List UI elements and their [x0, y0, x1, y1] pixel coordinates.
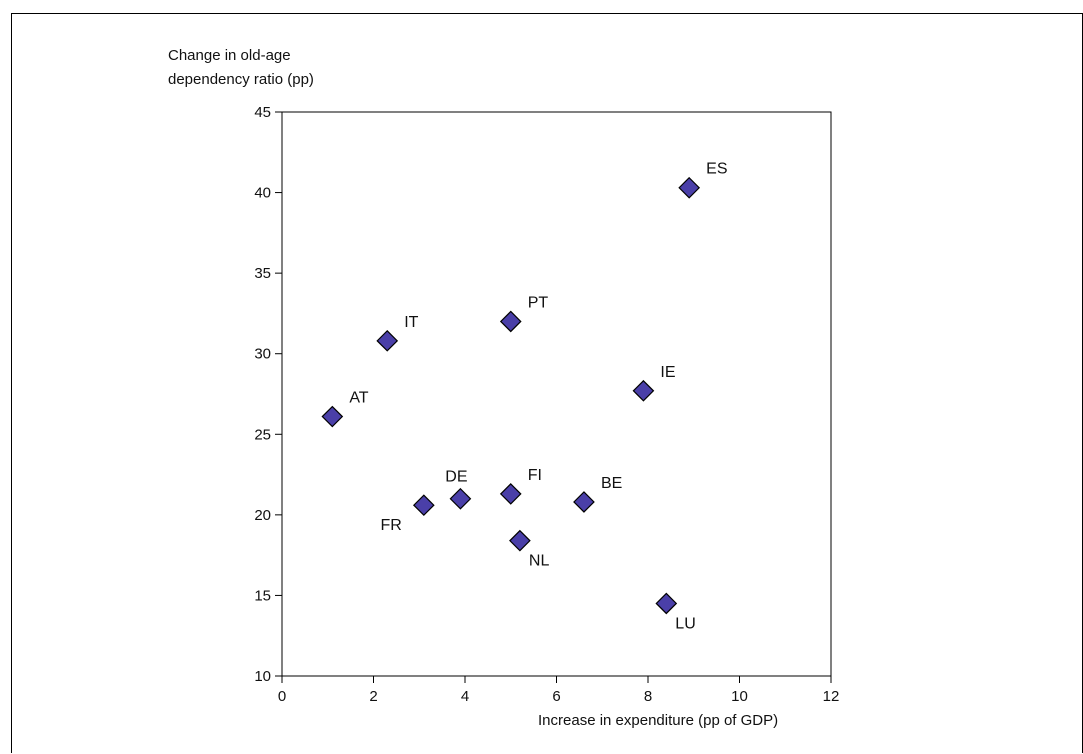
- data-label-it: IT: [404, 314, 418, 331]
- data-label-es: ES: [706, 161, 727, 178]
- y-tick-label: 30: [254, 346, 271, 363]
- x-tick-label: 2: [369, 688, 377, 705]
- x-tick-label: 10: [731, 688, 748, 705]
- data-label-be: BE: [601, 475, 622, 492]
- y-tick-label: 15: [254, 587, 271, 604]
- y-tick-label: 20: [254, 507, 271, 524]
- data-point-at: [321, 405, 344, 428]
- y-tick-label: 40: [254, 185, 271, 202]
- data-label-fr: FR: [380, 517, 401, 534]
- y-tick-label: 45: [254, 104, 271, 121]
- chart-frame: Change in old-age dependency ratio (pp) …: [11, 13, 1083, 753]
- x-tick-label: 6: [552, 688, 560, 705]
- data-point-pt: [499, 310, 522, 333]
- y-tick-label: 25: [254, 426, 271, 443]
- data-label-at: AT: [349, 390, 368, 407]
- data-point-fr: [412, 494, 435, 517]
- y-tick-label: 10: [254, 668, 271, 685]
- data-point-de: [449, 487, 472, 510]
- y-tick-label: 35: [254, 265, 271, 282]
- data-label-fi: FI: [528, 467, 542, 484]
- y-axis-label-line-1: Change in old-age: [168, 47, 291, 64]
- scatter-plot: 10 15 20 25 30 35 40 45 0 2 4 6 8 10 12 ES PT IT IE AT DE F…: [254, 104, 840, 705]
- x-tick-label: 0: [278, 688, 286, 705]
- x-tick-label: 8: [644, 688, 652, 705]
- data-point-fi: [499, 483, 522, 505]
- data-point-ie: [632, 379, 655, 402]
- x-tick-label: 4: [461, 688, 469, 705]
- data-label-de: DE: [445, 469, 467, 486]
- data-point-it: [376, 329, 399, 352]
- y-axis-label-line-2: dependency ratio (pp): [168, 71, 314, 88]
- data-point-nl: [509, 529, 531, 552]
- data-label-nl: NL: [529, 553, 550, 570]
- data-label-ie: IE: [660, 364, 675, 381]
- data-point-be: [573, 491, 595, 513]
- data-label-lu: LU: [675, 615, 695, 632]
- x-tick-label: 12: [823, 688, 840, 705]
- x-axis-label: Increase in expenditure (pp of GDP): [538, 712, 779, 729]
- data-point-es: [678, 176, 701, 199]
- data-point-lu: [655, 592, 678, 615]
- data-label-pt: PT: [528, 294, 549, 311]
